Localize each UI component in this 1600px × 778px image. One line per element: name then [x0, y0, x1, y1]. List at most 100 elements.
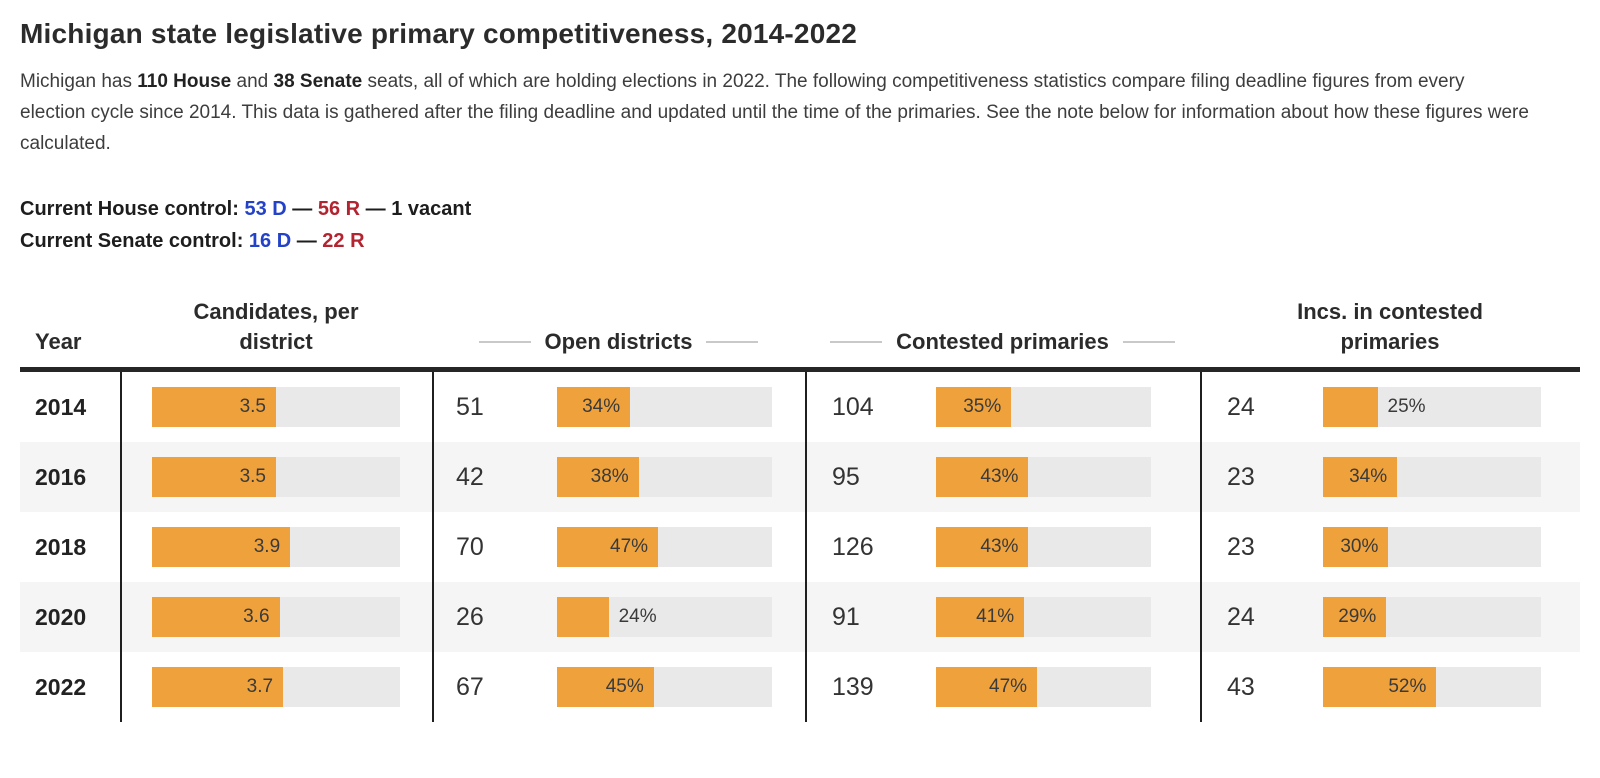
- open-districts-cell: 70 47%: [432, 512, 805, 582]
- chamber-control-block: Current House control: 53 D — 56 R — 1 v…: [20, 193, 1580, 257]
- open-districts-count: 51: [456, 392, 484, 421]
- header-dash-left: [830, 341, 883, 343]
- candidates-per-district-bar: 3.7: [152, 667, 400, 707]
- table-row: 2014 3.5 51 34% 104 35% 24 25%: [20, 372, 1580, 442]
- bar-value-label: 47%: [989, 676, 1028, 697]
- page: Michigan state legislative primary compe…: [20, 18, 1580, 722]
- column-header-contested-primaries-label: Contested primaries: [896, 329, 1109, 354]
- bar-value-label: 43%: [980, 536, 1019, 557]
- column-header-incs-contested: Incs. in contested primaries: [1297, 299, 1483, 354]
- separator-dash: —: [286, 198, 318, 220]
- candidates-per-district-bar: 3.9: [152, 527, 400, 567]
- bar-fill: [936, 597, 1025, 637]
- bar-value-label: 45%: [605, 676, 644, 697]
- contested-primaries-cell: 91 41%: [805, 582, 1200, 652]
- bar-value-label: 24%: [618, 606, 657, 627]
- table-header-row: Year Candidates, per district Open distr…: [20, 297, 1580, 367]
- open-districts-percent-bar: 34%: [557, 387, 772, 427]
- incs-contested-count: 24: [1227, 602, 1255, 631]
- bar-fill: [1323, 667, 1437, 707]
- year-cell: 2018: [35, 533, 87, 560]
- bar-value-label: 3.6: [243, 606, 270, 627]
- bar-fill: [1323, 597, 1387, 637]
- bar-fill: [936, 667, 1038, 707]
- bar-value-label: 47%: [610, 536, 649, 557]
- competitiveness-table: Year Candidates, per district Open distr…: [20, 297, 1580, 722]
- contested-primaries-count: 95: [832, 462, 860, 491]
- contested-primaries-count: 126: [832, 532, 874, 561]
- bar-fill: [152, 667, 284, 707]
- separator-dash: —: [360, 198, 392, 220]
- bar-value-label: 43%: [980, 466, 1019, 487]
- table-row: 2020 3.6 26 24% 91 41% 24 29%: [20, 582, 1580, 652]
- table-row: 2018 3.9 70 47% 126 43% 23 30%: [20, 512, 1580, 582]
- bar-fill: [152, 387, 276, 427]
- senate-control-line: Current Senate control: 16 D — 22 R: [20, 225, 1580, 257]
- intro-paragraph: Michigan has 110 House and 38 Senate sea…: [20, 66, 1530, 159]
- bar-fill: [152, 527, 291, 567]
- column-header-open-districts-label: Open districts: [544, 329, 693, 354]
- incs-contested-cell: 24 25%: [1200, 372, 1580, 442]
- bar-value-label: 35%: [963, 396, 1002, 417]
- bar-fill: [1323, 387, 1378, 427]
- bar-fill: [557, 597, 609, 637]
- bar-fill: [936, 387, 1012, 427]
- incs-contested-cell: 23 34%: [1200, 442, 1580, 512]
- open-districts-cell: 51 34%: [432, 372, 805, 442]
- senate-control-label: Current Senate control:: [20, 230, 249, 252]
- year-cell: 2014: [35, 393, 87, 420]
- house-seats: 110 House: [137, 71, 232, 92]
- incs-contested-percent-bar: 25%: [1323, 387, 1541, 427]
- bar-fill: [557, 457, 639, 497]
- open-districts-cell: 42 38%: [432, 442, 805, 512]
- contested-primaries-cell: 104 35%: [805, 372, 1200, 442]
- open-districts-cell: 26 24%: [432, 582, 805, 652]
- contested-primaries-percent-bar: 47%: [936, 667, 1151, 707]
- bar-fill: [557, 527, 659, 567]
- column-header-open-districts: Open districts: [432, 327, 805, 357]
- bar-value-label: 41%: [976, 606, 1015, 627]
- separator-dash: —: [291, 230, 323, 252]
- bar-value-label: 29%: [1338, 606, 1377, 627]
- contested-primaries-count: 139: [832, 672, 874, 701]
- contested-primaries-percent-bar: 43%: [936, 457, 1151, 497]
- contested-primaries-count: 104: [832, 392, 874, 421]
- bar-fill: [152, 457, 276, 497]
- bar-value-label: 34%: [1349, 466, 1388, 487]
- senate-dem-count: 16 D: [248, 230, 292, 252]
- incs-contested-count: 23: [1227, 462, 1255, 491]
- table-row: 2022 3.7 67 45% 139 47% 43 52%: [20, 652, 1580, 722]
- house-dem-count: 53 D: [244, 198, 287, 220]
- contested-primaries-cell: 126 43%: [805, 512, 1200, 582]
- bar-value-label: 3.9: [253, 536, 281, 557]
- bar-fill: [936, 457, 1029, 497]
- table-row: 2016 3.5 42 38% 95 43% 23 34%: [20, 442, 1580, 512]
- candidates-cell: 3.5: [120, 372, 432, 442]
- bar-value-label: 3.7: [246, 676, 274, 697]
- senate-seats: 38 Senate: [273, 71, 363, 92]
- open-districts-percent-bar: 24%: [557, 597, 772, 637]
- bar-fill: [557, 667, 654, 707]
- contested-primaries-cell: 95 43%: [805, 442, 1200, 512]
- house-vacant-count: 1 vacant: [391, 198, 472, 220]
- candidates-cell: 3.9: [120, 512, 432, 582]
- header-dash-left: [478, 341, 531, 343]
- house-control-label: Current House control:: [20, 198, 245, 220]
- page-title: Michigan state legislative primary compe…: [20, 18, 858, 49]
- open-districts-percent-bar: 47%: [557, 527, 772, 567]
- incs-contested-cell: 24 29%: [1200, 582, 1580, 652]
- intro-text: seats, all of which are holding election…: [20, 71, 1529, 154]
- column-header-year: Year: [35, 329, 82, 354]
- candidates-per-district-bar: 3.6: [152, 597, 400, 637]
- header-dash-right: [1122, 341, 1175, 343]
- bar-value-label: 52%: [1388, 676, 1427, 697]
- bar-value-label: 25%: [1387, 396, 1426, 417]
- table-body: 2014 3.5 51 34% 104 35% 24 25%: [20, 367, 1580, 722]
- incs-contested-count: 23: [1227, 532, 1255, 561]
- incs-contested-percent-bar: 34%: [1323, 457, 1541, 497]
- intro-text: and: [231, 71, 274, 92]
- column-header-candidates: Candidates, per district: [193, 299, 359, 354]
- contested-primaries-count: 91: [832, 602, 860, 631]
- bar-value-label: 30%: [1340, 536, 1379, 557]
- bar-value-label: 3.5: [239, 466, 266, 487]
